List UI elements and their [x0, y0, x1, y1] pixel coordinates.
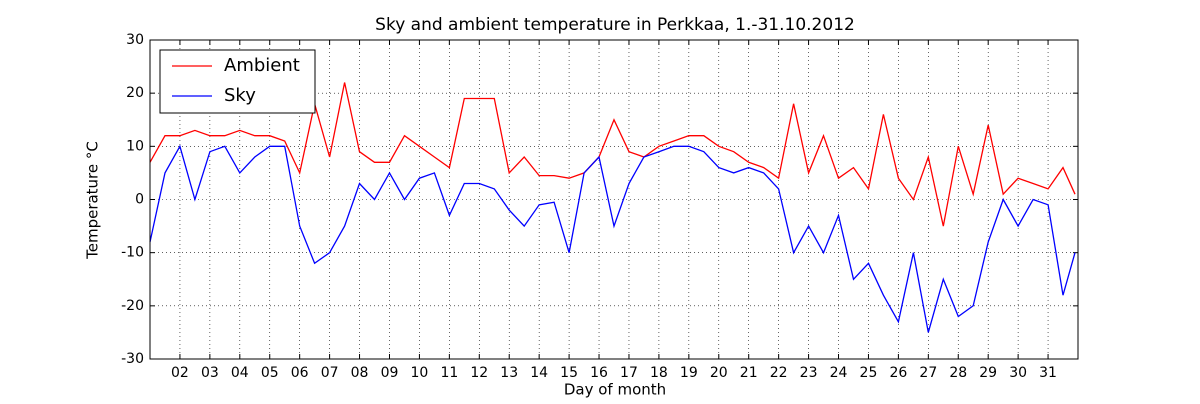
x-tick-label: 27 [919, 365, 937, 381]
x-tick-label: 05 [261, 365, 279, 381]
x-tick-label: 16 [590, 365, 608, 381]
x-tick-label: 17 [620, 365, 638, 381]
x-tick-label: 23 [800, 365, 818, 381]
x-tick-label: 30 [1009, 365, 1027, 381]
x-tick-label: 13 [500, 365, 518, 381]
x-tick-label: 19 [680, 365, 698, 381]
x-tick-label: 07 [321, 365, 339, 381]
x-tick-label: 14 [530, 365, 548, 381]
x-tick-label: 10 [411, 365, 429, 381]
x-tick-label: 11 [440, 365, 458, 381]
legend-box [159, 49, 316, 114]
x-tick-label: 21 [740, 365, 758, 381]
y-tick-label: -30 [121, 351, 144, 367]
y-tick-label: 20 [126, 85, 144, 101]
x-tick-label: 02 [171, 365, 189, 381]
x-tick-label: 28 [949, 365, 967, 381]
x-tick-label: 31 [1039, 365, 1057, 381]
x-tick-label: 25 [860, 365, 878, 381]
chart-title: Sky and ambient temperature in Perkkaa, … [375, 15, 855, 35]
series-line [149, 82, 1076, 227]
x-tick-label: 24 [830, 365, 848, 381]
series-line [149, 144, 1076, 333]
x-axis-label: Day of month [564, 381, 666, 399]
x-tick-label: 04 [231, 365, 249, 381]
y-tick-label: 0 [135, 192, 144, 208]
x-tick-label: 06 [291, 365, 309, 381]
x-tick-label: 29 [979, 365, 997, 381]
legend-label: Sky [224, 85, 256, 106]
x-tick-label: 03 [201, 365, 219, 381]
legend-label: Ambient [224, 55, 300, 76]
x-tick-label: 22 [770, 365, 788, 381]
y-axis-label: Temperature °C [84, 141, 102, 260]
x-tick-label: 18 [650, 365, 668, 381]
y-tick-label: -10 [121, 245, 144, 261]
y-tick-label: 30 [126, 32, 144, 48]
x-tick-label: 08 [351, 365, 369, 381]
x-tick-label: 20 [710, 365, 728, 381]
x-tick-label: 09 [381, 365, 399, 381]
y-tick-label: -20 [121, 298, 144, 314]
plot-frame [149, 39, 1079, 360]
y-tick-label: 10 [126, 138, 144, 154]
x-tick-label: 26 [889, 365, 907, 381]
x-tick-label: 15 [560, 365, 578, 381]
x-tick-label: 12 [470, 365, 488, 381]
